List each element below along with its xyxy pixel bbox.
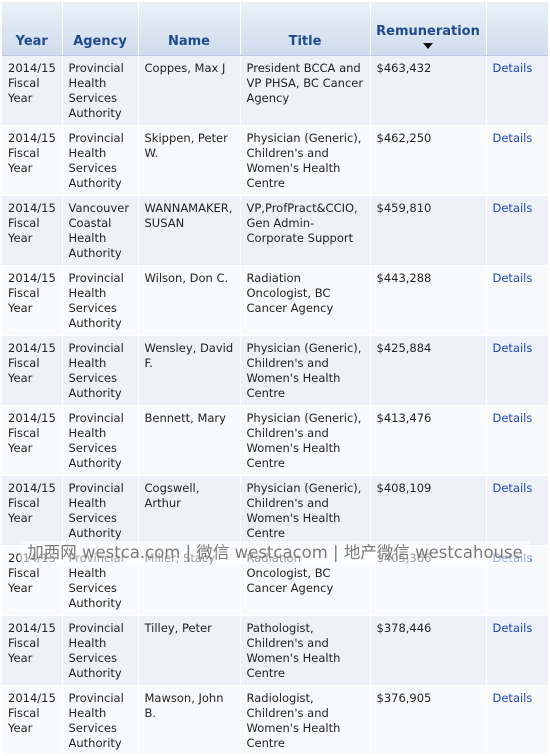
cell-agency: Provincial Health Services Authority xyxy=(62,475,139,546)
sort-descending-icon[interactable] xyxy=(423,43,433,49)
cell-year: 2014/15 Fiscal Year xyxy=(2,265,63,336)
cell-remuneration: $463,432 xyxy=(370,55,487,126)
cell-agency: Provincial Health Services Authority xyxy=(62,55,139,126)
details-link[interactable]: Details xyxy=(492,481,533,495)
cell-remuneration: $378,446 xyxy=(370,615,487,686)
cell-year: 2014/15 Fiscal Year xyxy=(2,405,63,476)
cell-name: Cogswell, Arthur xyxy=(138,475,241,546)
cell-title: Physician (Generic), Children's and Wome… xyxy=(240,125,371,196)
cell-name: Tilley, Peter xyxy=(138,615,241,686)
table-row: 2014/15 Fiscal Year Provincial Health Ser… xyxy=(2,125,548,196)
details-link[interactable]: Details xyxy=(492,131,533,145)
cell-title: Physician (Generic), Children's and Wome… xyxy=(240,475,371,546)
cell-name: Wilson, Don C. xyxy=(138,265,241,336)
cell-name: Bennett, Mary xyxy=(138,405,241,476)
details-link[interactable]: Details xyxy=(492,551,533,565)
cell-title: President BCCA and VP PHSA, BC Cancer Ag… xyxy=(240,55,371,126)
cell-remuneration: $425,884 xyxy=(370,335,487,406)
cell-agency: Provincial Health Services Authority xyxy=(62,265,139,336)
details-link[interactable]: Details xyxy=(492,61,533,75)
cell-title: Physician (Generic), Children's and Wome… xyxy=(240,405,371,476)
column-header-year[interactable]: Year xyxy=(2,2,63,56)
cell-name: Coppes, Max J xyxy=(138,55,241,126)
cell-agency: Provincial Health Services Authority xyxy=(62,335,139,406)
cell-details: Details xyxy=(486,265,548,336)
cell-title: Radiation Oncologist, BC Cancer Agency xyxy=(240,545,371,616)
cell-agency: Provincial Health Services Authority xyxy=(62,545,139,616)
cell-year: 2014/15 Fiscal Year xyxy=(2,55,63,126)
cell-remuneration: $459,810 xyxy=(370,195,487,266)
column-header-details xyxy=(486,2,548,56)
cell-year: 2014/15 Fiscal Year xyxy=(2,335,63,406)
details-link[interactable]: Details xyxy=(492,411,533,425)
column-header-remuneration[interactable]: Remuneration xyxy=(370,2,487,56)
details-link[interactable]: Details xyxy=(492,271,533,285)
table-row: 2014/15 Fiscal Year Provincial Health Ser… xyxy=(2,55,548,126)
details-link[interactable]: Details xyxy=(492,621,533,635)
cell-remuneration: $443,288 xyxy=(370,265,487,336)
cell-name: Miller, Stacy xyxy=(138,545,241,616)
column-header-title[interactable]: Title xyxy=(240,2,371,56)
column-header-name[interactable]: Name xyxy=(138,2,241,56)
cell-details: Details xyxy=(486,335,548,406)
table-row: 2014/15 Fiscal Year Vancouver Coastal Hea… xyxy=(2,195,548,266)
table-row: 2014/15 Fiscal Year Provincial Health Ser… xyxy=(2,265,548,336)
table-row: 2014/15 Fiscal Year Provincial Health Ser… xyxy=(2,615,548,686)
cell-agency: Vancouver Coastal Health Authority xyxy=(62,195,139,266)
cell-agency: Provincial Health Services Authority xyxy=(62,615,139,686)
cell-remuneration: $408,109 xyxy=(370,475,487,546)
cell-year: 2014/15 Fiscal Year xyxy=(2,475,63,546)
column-header-agency[interactable]: Agency xyxy=(62,2,139,56)
cell-details: Details xyxy=(486,545,548,616)
cell-name: WANNAMAKER, SUSAN xyxy=(138,195,241,266)
table-row: 2014/15 Fiscal Year Provincial Health Ser… xyxy=(2,335,548,406)
cell-details: Details xyxy=(486,475,548,546)
cell-details: Details xyxy=(486,195,548,266)
cell-details: Details xyxy=(486,615,548,686)
cell-title: Pathologist, Children's and Women's Heal… xyxy=(240,615,371,686)
cell-name: Wensley, David F. xyxy=(138,335,241,406)
cell-title: Radiation Oncologist, BC Cancer Agency xyxy=(240,265,371,336)
table-header-row: Year Agency Name Title Remuneration xyxy=(2,2,548,56)
details-link[interactable]: Details xyxy=(492,341,533,355)
cell-year: 2014/15 Fiscal Year xyxy=(2,615,63,686)
cell-name: Skippen, Peter W. xyxy=(138,125,241,196)
cell-title: VP,ProfPract&CCIO, Gen Admin-Corporate S… xyxy=(240,195,371,266)
table-row: 2014/15 Fiscal Year Provincial Health Ser… xyxy=(2,405,548,476)
cell-remuneration: $462,250 xyxy=(370,125,487,196)
table-row: 2014/15 Fiscal Year Provincial Health Ser… xyxy=(2,545,548,616)
details-link[interactable]: Details xyxy=(492,691,533,705)
cell-remuneration: $413,476 xyxy=(370,405,487,476)
cell-remuneration: $405,366 xyxy=(370,545,487,616)
cell-details: Details xyxy=(486,405,548,476)
cell-agency: Provincial Health Services Authority xyxy=(62,125,139,196)
cell-details: Details xyxy=(486,125,548,196)
cell-title: Physician (Generic), Children's and Wome… xyxy=(240,335,371,406)
table-row: 2014/15 Fiscal Year Provincial Health Ser… xyxy=(2,475,548,546)
cell-details: Details xyxy=(486,55,548,126)
cell-year: 2014/15 Fiscal Year xyxy=(2,125,63,196)
remuneration-header-label: Remuneration xyxy=(376,24,480,39)
details-link[interactable]: Details xyxy=(492,201,533,215)
cell-agency: Provincial Health Services Authority xyxy=(62,405,139,476)
cell-year: 2014/15 Fiscal Year xyxy=(2,545,63,616)
cell-year: 2014/15 Fiscal Year xyxy=(2,195,63,266)
